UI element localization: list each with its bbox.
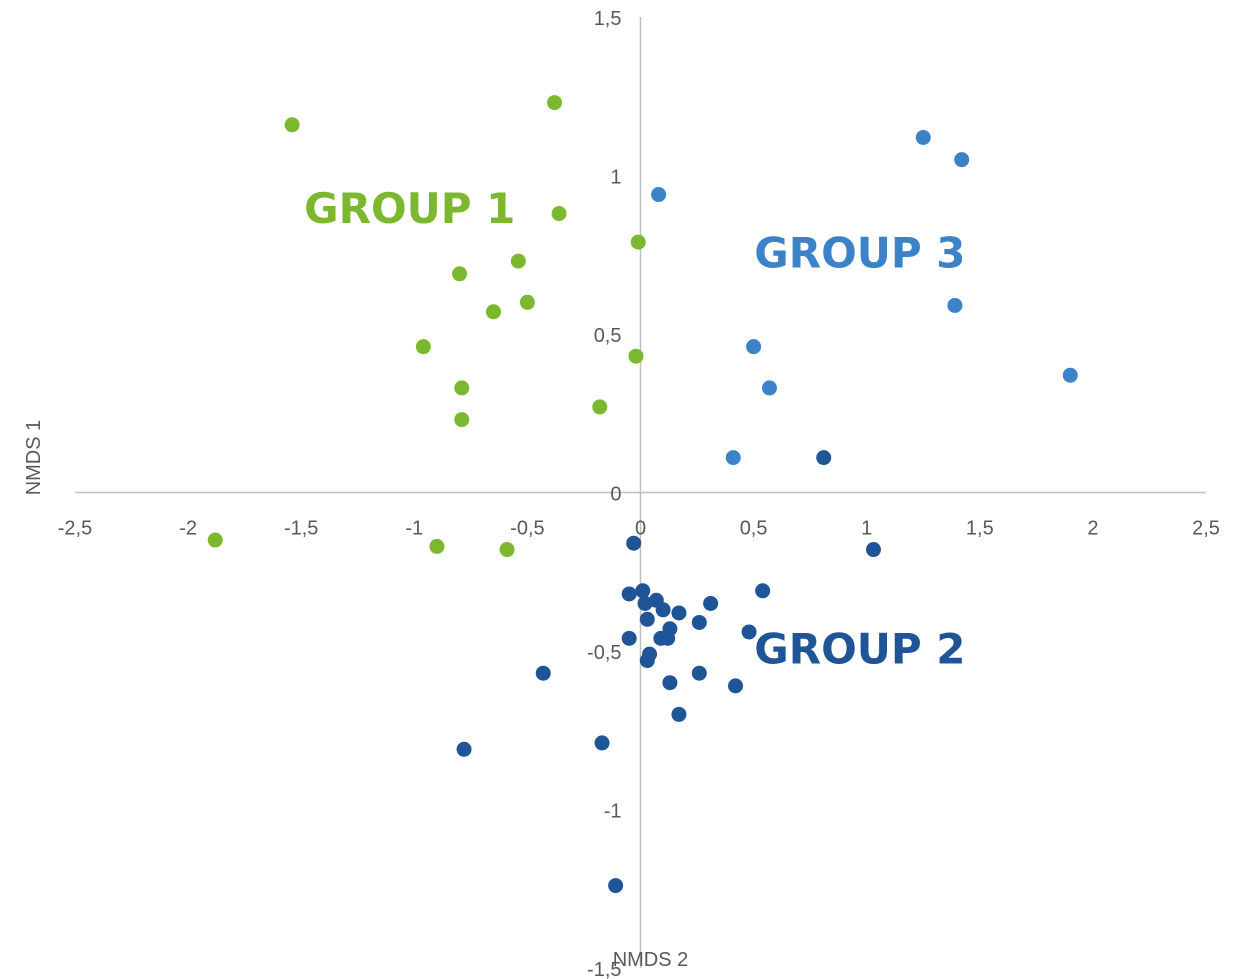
x-tick-label: -0,5 (510, 518, 544, 540)
data-point (207, 532, 223, 548)
group-label: GROUP 2 (754, 625, 965, 674)
data-point (660, 630, 676, 646)
data-point (635, 583, 651, 599)
data-point (954, 152, 970, 168)
y-tick-label: -1,5 (587, 959, 621, 979)
data-point (630, 234, 646, 250)
x-tick-label: -1 (405, 518, 423, 540)
data-point (915, 129, 931, 145)
data-point (510, 253, 526, 269)
data-point (655, 602, 671, 618)
data-point (761, 380, 777, 396)
x-tick-label: 1 (861, 518, 872, 540)
data-point (671, 706, 687, 722)
y-tick-labels: 1,5 1 0,5 0 -0,5 -1 -1,5 (587, 8, 621, 979)
x-tick-label: -2,5 (58, 518, 92, 540)
x-axis-title: NMDS 2 (613, 949, 689, 971)
data-points (207, 95, 1078, 894)
data-point (816, 450, 832, 466)
y-tick-label: 1 (610, 167, 621, 189)
data-point (485, 304, 501, 320)
y-tick-label: 1,5 (594, 8, 622, 30)
data-point (703, 595, 719, 611)
data-point (947, 297, 963, 313)
data-point (691, 665, 707, 681)
data-point (456, 741, 472, 757)
data-point (547, 95, 563, 111)
data-point (519, 294, 535, 310)
x-tick-label: 0 (635, 518, 646, 540)
data-point (651, 187, 667, 203)
data-point (284, 117, 300, 133)
data-point (728, 678, 744, 694)
y-axis-title: NMDS 1 (23, 420, 45, 496)
x-tick-label: 0,5 (740, 518, 768, 540)
data-point (454, 412, 470, 428)
data-point (608, 878, 624, 894)
data-point (621, 586, 637, 602)
x-tick-labels: -2,5 -2 -1,5 -1 -0,5 0 0,5 1 1,5 2 2,5 (58, 518, 1220, 540)
data-point (639, 653, 655, 669)
data-point (662, 675, 678, 691)
data-point (621, 630, 637, 646)
data-point (691, 614, 707, 630)
group-label: GROUP 1 (304, 184, 515, 233)
data-point (755, 583, 771, 599)
group-annotations: GROUP 1 GROUP 3 GROUP 2 (304, 184, 965, 674)
data-point (535, 665, 551, 681)
data-point (626, 535, 642, 551)
x-tick-label: 2,5 (1192, 518, 1220, 540)
data-point (499, 542, 515, 558)
data-point (551, 206, 567, 222)
group-label: GROUP 3 (754, 228, 965, 277)
data-point (452, 266, 468, 282)
data-point (671, 605, 687, 621)
data-point (637, 595, 653, 611)
data-point (594, 735, 610, 751)
x-tick-label: 2 (1087, 518, 1098, 540)
x-tick-label: -2 (179, 518, 197, 540)
y-tick-label: 0,5 (594, 325, 622, 347)
data-point (628, 348, 644, 364)
data-point (592, 399, 608, 415)
y-tick-label: -1 (604, 801, 622, 823)
data-point (415, 339, 431, 355)
data-point (454, 380, 470, 396)
axes (75, 17, 1206, 968)
data-point (1062, 367, 1078, 383)
x-tick-label: -1,5 (284, 518, 318, 540)
data-point (639, 611, 655, 627)
x-tick-label: 1,5 (966, 518, 994, 540)
y-tick-label: 0 (610, 484, 621, 506)
data-point (746, 339, 762, 355)
data-point (865, 542, 881, 558)
data-point (725, 450, 741, 466)
data-point (429, 538, 445, 554)
data-point (741, 624, 757, 640)
y-tick-label: -0,5 (587, 642, 621, 664)
